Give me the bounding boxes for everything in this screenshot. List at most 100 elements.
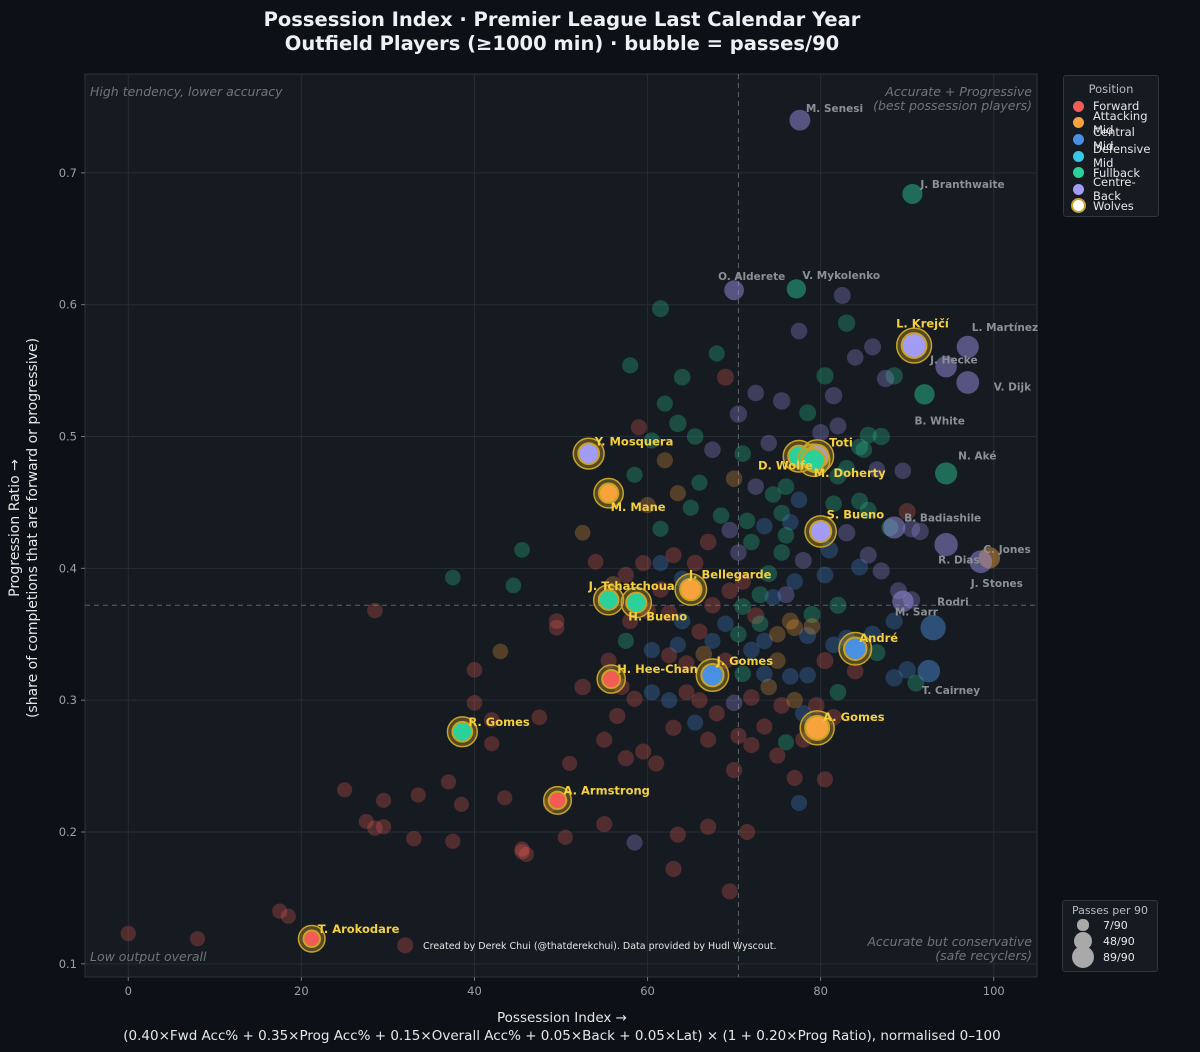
- data-point: [665, 719, 682, 736]
- wolves-point: [601, 669, 622, 690]
- data-point: [686, 554, 704, 572]
- data-point: [914, 384, 935, 405]
- legend-item: Defensive Mid: [1064, 142, 1158, 170]
- data-point: [907, 674, 925, 692]
- data-point: [876, 369, 895, 388]
- wolves-point: [597, 482, 620, 504]
- wolves-label: H. Hee-Chan: [617, 662, 698, 676]
- quadrant-note-top-right-1: Accurate + Progressive: [885, 84, 1032, 99]
- data-point: [466, 662, 483, 678]
- legend-item-label: Centre-Back: [1093, 175, 1136, 204]
- x-tick-label: 0: [125, 984, 132, 998]
- wolves-label: André: [859, 631, 898, 645]
- wolves-label: J. Tchatchoua: [588, 579, 675, 593]
- data-point: [855, 441, 873, 458]
- data-point: [514, 841, 530, 857]
- data-point: [678, 684, 695, 701]
- player-label: O. Alderete: [718, 271, 785, 283]
- data-point: [734, 598, 752, 615]
- data-point: [505, 577, 522, 594]
- data-point: [739, 823, 756, 841]
- grid-lines: [85, 74, 1037, 977]
- data-point: [669, 414, 687, 433]
- player-label: J. Branthwaite: [919, 179, 1004, 191]
- player-labels: M. Senesi J. Branthwaite O. Alderete V. Myk…: [318, 103, 1038, 936]
- x-tick-label: 40: [467, 984, 482, 998]
- data-point: [630, 419, 647, 436]
- data-point: [868, 461, 886, 478]
- data-point: [484, 736, 500, 752]
- wolves-label: A. Armstrong: [564, 783, 650, 797]
- data-point: [453, 796, 470, 812]
- data-point: [514, 542, 530, 558]
- data-point: [782, 513, 799, 531]
- data-point: [665, 547, 682, 564]
- wolves-label: R. Gomes: [468, 715, 530, 729]
- data-point: [700, 731, 717, 748]
- data-point: [704, 632, 721, 649]
- data-point: [978, 547, 1001, 569]
- data-point: [760, 565, 778, 583]
- data-point: [548, 613, 565, 629]
- data-point: [837, 524, 856, 542]
- data-point: [548, 619, 565, 636]
- legend-item-label: Fullback: [1093, 165, 1140, 180]
- y-tick-label: 0.3: [59, 693, 77, 707]
- wolves-point: [700, 662, 725, 688]
- wolves-label: T. Arokodare: [318, 922, 400, 936]
- size-legend-label: 48/90: [1103, 934, 1135, 948]
- data-point: [764, 486, 782, 503]
- data-point: [799, 666, 816, 684]
- data-point: [695, 645, 713, 663]
- data-point: [730, 625, 747, 643]
- data-point: [617, 750, 634, 767]
- data-point: [704, 441, 721, 458]
- data-point: [803, 618, 821, 635]
- data-point: [669, 826, 686, 843]
- data-point: [691, 692, 708, 709]
- wolves-point: [302, 929, 322, 949]
- chart-title-line1: Possession Index · Premier League Last C…: [263, 8, 861, 31]
- data-point: [825, 636, 842, 654]
- axis-ticks: 0 20 40 60 80 100 0.1 0.2 0.3 0.4 0.5 0.6 0.7: [59, 166, 1005, 998]
- data-point: [790, 794, 808, 812]
- legend-item: Fullback: [1064, 164, 1158, 181]
- data-point: [660, 604, 678, 622]
- data-point: [751, 615, 769, 632]
- data-point: [661, 647, 678, 664]
- data-point: [358, 813, 374, 830]
- data-point: [756, 665, 773, 683]
- wolves-point: [842, 636, 868, 662]
- data-point: [743, 533, 760, 551]
- quadrant-note-top-right-2: (best possession players): [873, 98, 1032, 113]
- data-point: [851, 558, 869, 576]
- wolves-point: [809, 519, 833, 544]
- data-point: [786, 279, 807, 299]
- data-point: [838, 459, 855, 477]
- wolves-point: [597, 589, 620, 611]
- data-point: [956, 371, 980, 394]
- data-point: [626, 834, 643, 851]
- data-point: [956, 335, 979, 358]
- data-point: [691, 474, 708, 491]
- data-point: [760, 434, 777, 452]
- legend-item-label: Forward: [1093, 99, 1140, 114]
- data-point: [678, 655, 695, 672]
- data-point: [514, 844, 530, 860]
- data-point: [816, 652, 834, 670]
- data-point: [773, 544, 790, 561]
- data-point: [574, 524, 591, 541]
- player-label: M. Sarr: [895, 606, 939, 618]
- data-point: [764, 589, 782, 606]
- player-label: T. Cairney: [922, 685, 980, 697]
- legend-marker: [1073, 117, 1084, 129]
- data-point: [859, 546, 877, 564]
- data-point: [492, 643, 509, 660]
- data-point: [824, 386, 843, 405]
- data-point: [969, 550, 993, 574]
- legend-item-label: Attacking Mid: [1093, 108, 1148, 137]
- annotated-points: [724, 109, 1001, 683]
- size-legend-item: 89/90: [1063, 945, 1157, 969]
- data-point: [712, 507, 730, 524]
- data-point: [445, 569, 461, 586]
